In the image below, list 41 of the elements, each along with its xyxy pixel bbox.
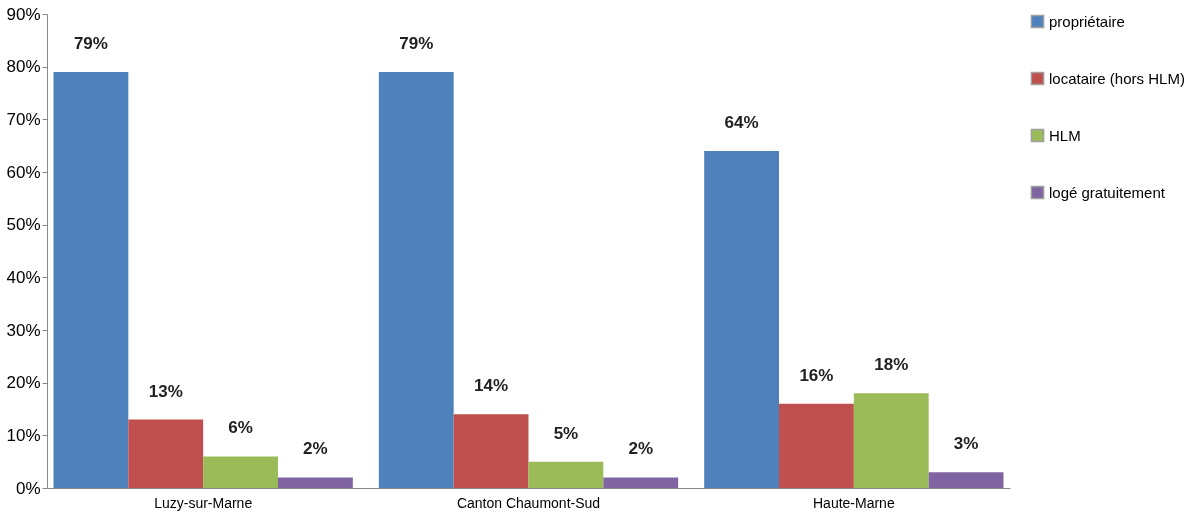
bar bbox=[53, 71, 129, 488]
y-tick-label: 30% bbox=[6, 320, 41, 340]
data-label: 3% bbox=[953, 434, 979, 454]
legend-label: propriétaire bbox=[1049, 12, 1125, 30]
data-label: 14% bbox=[474, 376, 509, 396]
y-tick-label: 70% bbox=[6, 109, 41, 129]
bar bbox=[853, 393, 929, 488]
bar bbox=[203, 456, 278, 488]
legend-label: logé gratuitement bbox=[1049, 183, 1166, 201]
data-label: 2% bbox=[303, 439, 328, 459]
bar bbox=[603, 477, 679, 488]
y-tick-label: 10% bbox=[6, 425, 41, 445]
y-tick-label: 90% bbox=[6, 4, 41, 24]
bar bbox=[704, 150, 780, 488]
data-label: 79% bbox=[399, 33, 434, 53]
legend-label: HLM bbox=[1049, 126, 1081, 144]
y-tick-label: 0% bbox=[15, 478, 41, 498]
y-tick-label: 20% bbox=[6, 373, 41, 393]
data-label: 64% bbox=[724, 112, 759, 132]
data-label: 79% bbox=[73, 33, 108, 53]
bar bbox=[277, 477, 353, 488]
data-label: 2% bbox=[628, 439, 654, 459]
legend-label: locataire (hors HLM) bbox=[1049, 69, 1185, 87]
bar bbox=[779, 403, 854, 488]
data-label: 13% bbox=[148, 381, 183, 401]
y-tick-label: 60% bbox=[6, 162, 41, 182]
y-tick-label: 80% bbox=[6, 57, 41, 77]
data-label: 16% bbox=[799, 365, 834, 385]
data-label: 5% bbox=[553, 423, 579, 443]
data-label: 6% bbox=[228, 418, 253, 438]
data-label: 18% bbox=[874, 355, 909, 375]
y-tick-label: 40% bbox=[6, 267, 41, 287]
x-tick-label: Canton Chaumont-Sud bbox=[456, 494, 601, 511]
bar bbox=[453, 414, 529, 488]
bar bbox=[378, 71, 454, 488]
x-tick-label: Haute-Marne bbox=[812, 494, 895, 511]
y-tick-label: 50% bbox=[6, 215, 41, 235]
bar bbox=[928, 472, 1004, 488]
x-tick-label: Luzy-sur-Marne bbox=[154, 494, 253, 511]
bar bbox=[528, 461, 604, 488]
bar bbox=[128, 419, 204, 488]
